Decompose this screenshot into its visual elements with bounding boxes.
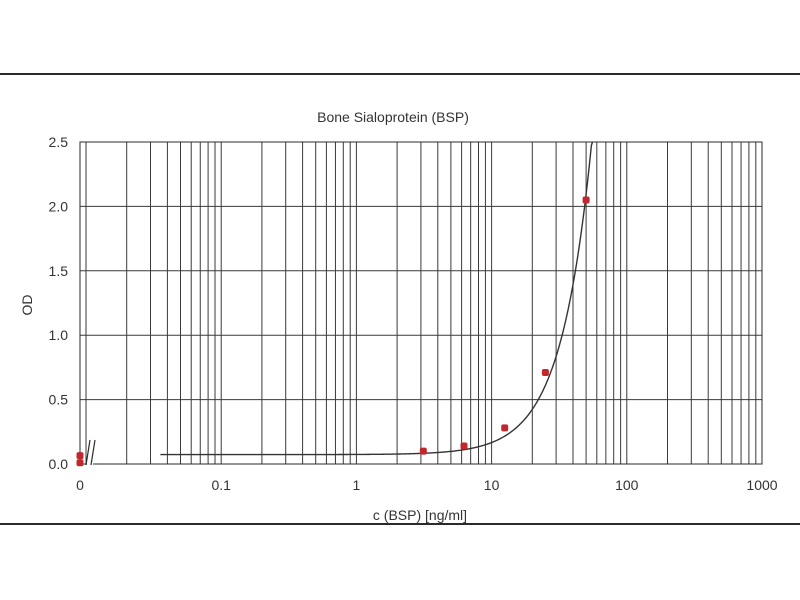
- x-tick-label: 1: [353, 477, 361, 493]
- chart-frame: 0.0 0.5 1.0 1.5 2.0 2.5 0 0.1 1 10 100 1000 Bone S…: [0, 73, 800, 525]
- plot-border: [79, 141, 763, 465]
- y-tick-label: 1.0: [49, 327, 69, 343]
- x-tick-label: 10: [484, 477, 500, 493]
- data-point: [76, 452, 84, 460]
- y-tick-label: 0.0: [49, 456, 69, 472]
- data-point: [541, 369, 549, 377]
- standard-curve-chart: 0.0 0.5 1.0 1.5 2.0 2.5 0 0.1 1 10 100 1000 Bone S…: [19, 109, 778, 523]
- x-tick-label: 1000: [746, 477, 777, 493]
- x-tick-label: 0: [76, 477, 84, 493]
- axis-break-mark: [85, 439, 91, 466]
- y-tick-label: 2.5: [49, 134, 69, 150]
- y-tick-labels: 0.0 0.5 1.0 1.5 2.0 2.5: [49, 134, 69, 472]
- data-point: [501, 424, 509, 432]
- axis-break-mark: [90, 439, 96, 466]
- fit-curve: [160, 141, 594, 456]
- data-point: [419, 447, 427, 455]
- data-point: [460, 442, 468, 450]
- fit-curve-layer: [160, 141, 594, 456]
- data-points: [76, 196, 590, 467]
- y-tick-label: 1.5: [49, 263, 69, 279]
- y-tick-label: 2.0: [49, 198, 69, 214]
- axis-break-gap: [87, 439, 93, 466]
- x-tick-label: 100: [615, 477, 639, 493]
- data-point: [582, 196, 590, 204]
- x-tick-labels: 0 0.1 1 10 100 1000: [76, 477, 778, 493]
- data-point: [76, 459, 84, 467]
- grid: [80, 141, 762, 465]
- y-axis-label: OD: [19, 295, 35, 316]
- chart-title: Bone Sialoprotein (BSP): [317, 109, 469, 125]
- axis-break: [85, 439, 96, 466]
- x-tick-label: 0.1: [211, 477, 231, 493]
- x-axis-label: c (BSP) [ng/ml]: [373, 507, 467, 523]
- y-tick-label: 0.5: [49, 392, 69, 408]
